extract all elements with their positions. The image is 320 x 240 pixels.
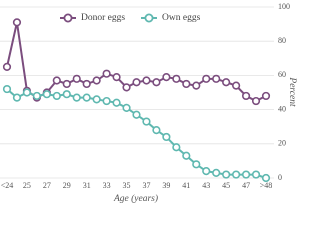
x-tick-label: 29 bbox=[63, 181, 71, 190]
point bbox=[92, 95, 101, 104]
series-line bbox=[6, 88, 267, 179]
point bbox=[251, 170, 261, 179]
x-tick-label: 37 bbox=[142, 181, 150, 190]
x-tick-label: 41 bbox=[182, 181, 190, 190]
y-axis-label: Percent bbox=[287, 76, 297, 107]
point bbox=[182, 79, 191, 89]
point bbox=[251, 96, 261, 106]
point bbox=[232, 170, 241, 179]
point bbox=[82, 79, 91, 89]
y-tick-label: 40 bbox=[278, 104, 286, 113]
point bbox=[72, 74, 81, 83]
legend-label: Own eggs bbox=[162, 13, 201, 23]
point bbox=[42, 90, 51, 99]
point bbox=[102, 96, 111, 106]
point bbox=[52, 76, 61, 85]
legend-label: Donor eggs bbox=[81, 13, 125, 23]
y-tick-label: 60 bbox=[278, 70, 286, 79]
point bbox=[232, 81, 241, 90]
x-tick-label: 33 bbox=[103, 181, 111, 190]
point bbox=[132, 78, 141, 87]
x-tick-label: 31 bbox=[83, 181, 91, 190]
point bbox=[192, 81, 201, 90]
point bbox=[142, 117, 151, 126]
y-tick-label: 80 bbox=[278, 36, 286, 45]
point bbox=[92, 76, 101, 85]
point bbox=[62, 79, 71, 89]
point bbox=[132, 110, 141, 119]
x-tick-label: 35 bbox=[123, 181, 131, 190]
legend-marker bbox=[144, 13, 154, 23]
point bbox=[112, 98, 121, 107]
chart: Age (years) Percent Donor eggs Own eggs … bbox=[0, 2, 297, 204]
point bbox=[172, 74, 181, 83]
point bbox=[162, 73, 171, 82]
point bbox=[261, 173, 271, 183]
point bbox=[72, 93, 81, 102]
point bbox=[212, 74, 221, 83]
point bbox=[82, 93, 91, 102]
point bbox=[62, 90, 71, 99]
point bbox=[152, 78, 161, 87]
point bbox=[172, 143, 181, 152]
point bbox=[162, 132, 171, 142]
x-tick-label: >48 bbox=[260, 181, 273, 190]
point bbox=[182, 151, 191, 160]
point bbox=[261, 91, 271, 101]
point bbox=[142, 76, 151, 85]
point bbox=[202, 167, 211, 176]
y-tick-label: 0 bbox=[278, 173, 282, 182]
point bbox=[32, 91, 41, 101]
point bbox=[12, 18, 22, 27]
point bbox=[52, 91, 61, 101]
point bbox=[241, 91, 251, 101]
point bbox=[102, 69, 111, 78]
x-tick-label: 27 bbox=[43, 181, 51, 190]
y-tick-label: 100 bbox=[278, 2, 290, 11]
x-tick-label: 25 bbox=[23, 181, 31, 190]
x-tick-label: 47 bbox=[242, 181, 250, 190]
x-tick-label: 43 bbox=[202, 181, 210, 190]
point bbox=[12, 93, 22, 102]
legend-marker bbox=[63, 13, 73, 23]
x-axis-label: Age (years) bbox=[113, 193, 158, 204]
point bbox=[192, 160, 201, 169]
point bbox=[22, 88, 32, 97]
point bbox=[212, 168, 221, 177]
point bbox=[112, 73, 121, 82]
point bbox=[2, 84, 12, 94]
point bbox=[152, 126, 161, 135]
x-tick-label: <24 bbox=[1, 181, 14, 190]
point bbox=[122, 83, 131, 92]
point bbox=[122, 103, 131, 112]
x-tick-label: 39 bbox=[162, 181, 170, 190]
point bbox=[222, 78, 231, 87]
point bbox=[222, 170, 231, 179]
x-tick-label: 45 bbox=[222, 181, 230, 190]
point bbox=[202, 74, 211, 83]
point bbox=[241, 170, 251, 179]
y-tick-label: 20 bbox=[278, 139, 286, 148]
point bbox=[2, 62, 12, 71]
